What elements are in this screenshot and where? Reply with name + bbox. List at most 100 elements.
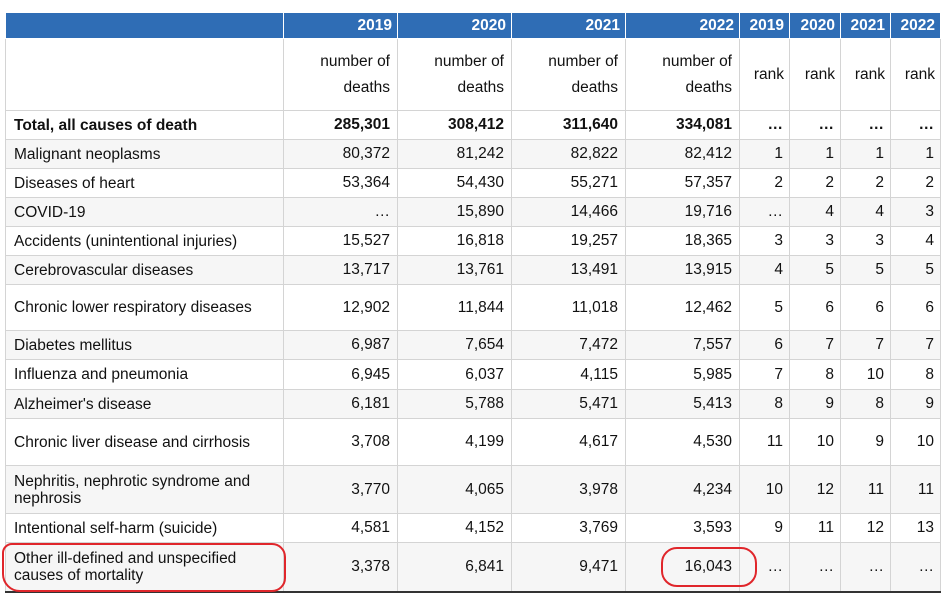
row-label: Diabetes mellitus xyxy=(5,330,284,360)
cell: 82,412 xyxy=(625,139,740,169)
cell: 10 xyxy=(789,418,841,466)
annotation-circle xyxy=(2,543,286,592)
cell: 334,081 xyxy=(625,110,740,140)
cell: 5 xyxy=(890,255,941,285)
table-row: Total, all causes of death 285,301 308,412… xyxy=(5,110,941,140)
column-measure: rank xyxy=(739,38,790,111)
row-label: COVID-19 xyxy=(5,197,284,227)
row-label: Influenza and pneumonia xyxy=(5,359,284,390)
cell: 6 xyxy=(890,284,941,331)
row-label: Nephritis, nephrotic syndrome and nephro… xyxy=(5,465,284,514)
cell: 80,372 xyxy=(283,139,398,169)
cell: 3,770 xyxy=(283,465,398,514)
table-row: Chronic lower respiratory diseases 12,902… xyxy=(5,284,941,331)
column-measure: number of deaths xyxy=(397,38,512,111)
cell: 5 xyxy=(739,284,790,331)
table-row: Malignant neoplasms 80,372 81,242 82,822 82,… xyxy=(5,139,941,169)
cell: 7,472 xyxy=(511,330,626,360)
row-label: Cerebrovascular diseases xyxy=(5,255,284,285)
column-year: 2019 xyxy=(739,12,790,39)
cell: 4,234 xyxy=(625,465,740,514)
cell: 6 xyxy=(739,330,790,360)
cell: … xyxy=(739,197,790,227)
column-measure: rank xyxy=(890,38,941,111)
column-measure: number of deaths xyxy=(283,38,398,111)
cell: 13,915 xyxy=(625,255,740,285)
cell: 7 xyxy=(840,330,891,360)
cell: 6,945 xyxy=(283,359,398,390)
table-row: COVID-19… 15,890 14,466 19,716… 4 4 3 xyxy=(5,197,941,227)
cell: 16,043 xyxy=(625,542,740,592)
cell: 12,902 xyxy=(283,284,398,331)
cell: 13 xyxy=(890,513,941,543)
cell: 3,593 xyxy=(625,513,740,543)
cell: 3 xyxy=(840,226,891,256)
column-year: 2021 xyxy=(840,12,891,39)
cell: 311,640 xyxy=(511,110,626,140)
column-year: 2019 xyxy=(283,12,398,39)
cell: 3,978 xyxy=(511,465,626,514)
cell: 2 xyxy=(890,168,941,198)
column-measure: rank xyxy=(789,38,841,111)
cell: 8 xyxy=(890,359,941,390)
column-year: 2022 xyxy=(625,12,740,39)
cell: 1 xyxy=(739,139,790,169)
cell: 4 xyxy=(789,197,841,227)
row-label: Malignant neoplasms xyxy=(5,139,284,169)
cell: 16,818 xyxy=(397,226,512,256)
cell: 5 xyxy=(789,255,841,285)
header-blank xyxy=(5,12,284,39)
cell: 9 xyxy=(890,389,941,419)
cell: 8 xyxy=(739,389,790,419)
cell: 15,890 xyxy=(397,197,512,227)
cell: 5,985 xyxy=(625,359,740,390)
cell: 6,841 xyxy=(397,542,512,592)
cell: 12 xyxy=(840,513,891,543)
cell: 308,412 xyxy=(397,110,512,140)
row-label: Other ill-defined and unspecified causes… xyxy=(5,542,284,592)
cell: 3 xyxy=(890,197,941,227)
cell: 14,466 xyxy=(511,197,626,227)
cell: … xyxy=(840,110,891,140)
cell: 4,065 xyxy=(397,465,512,514)
cell: 11 xyxy=(890,465,941,514)
cell: 11 xyxy=(840,465,891,514)
cell: 18,365 xyxy=(625,226,740,256)
cell: 9 xyxy=(840,418,891,466)
cell: … xyxy=(890,110,941,140)
cell: 10 xyxy=(840,359,891,390)
cell: 13,491 xyxy=(511,255,626,285)
cell: 15,527 xyxy=(283,226,398,256)
cell: 12,462 xyxy=(625,284,740,331)
cell: 2 xyxy=(840,168,891,198)
cell: 7 xyxy=(739,359,790,390)
cell: 55,271 xyxy=(511,168,626,198)
cell: 4,152 xyxy=(397,513,512,543)
cell: 6,037 xyxy=(397,359,512,390)
cell: 8 xyxy=(840,389,891,419)
cell: … xyxy=(789,542,841,592)
row-label: Chronic lower respiratory diseases xyxy=(5,284,284,331)
cell: 5 xyxy=(840,255,891,285)
cell: 6,181 xyxy=(283,389,398,419)
annotation-circle xyxy=(661,547,757,587)
row-label: Chronic liver disease and cirrhosis xyxy=(5,418,284,466)
cell: 9 xyxy=(739,513,790,543)
cell: 3 xyxy=(789,226,841,256)
cell: 2 xyxy=(739,168,790,198)
cell: 4 xyxy=(739,255,790,285)
cell: 4 xyxy=(890,226,941,256)
cell: 9 xyxy=(789,389,841,419)
column-measure: number of deaths xyxy=(625,38,740,111)
cell: … xyxy=(283,197,398,227)
column-year: 2020 xyxy=(789,12,841,39)
row-label: Diseases of heart xyxy=(5,168,284,198)
header-blank xyxy=(5,38,284,111)
cell: 13,717 xyxy=(283,255,398,285)
cell: 53,364 xyxy=(283,168,398,198)
table-row: Intentional self-harm (suicide) 4,581 4,15… xyxy=(5,513,941,543)
table-row: Diabetes mellitus 6,987 7,654 7,472 7,557 6 7 7… xyxy=(5,330,941,360)
cell: 11,018 xyxy=(511,284,626,331)
cell: 5,788 xyxy=(397,389,512,419)
